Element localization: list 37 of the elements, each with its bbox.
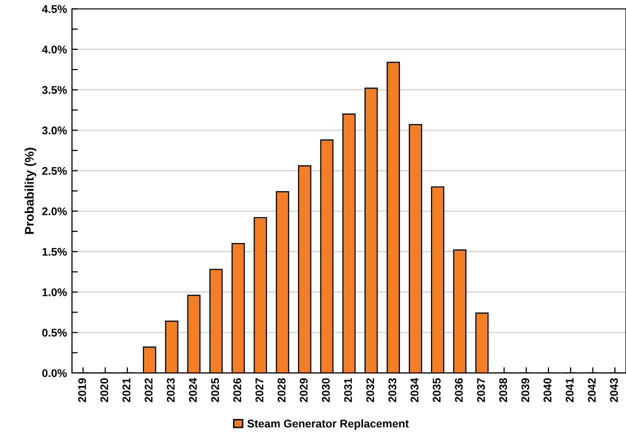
x-tick-label: 2043 <box>610 378 618 402</box>
y-tick-label: 4.0% <box>42 46 67 54</box>
x-tick-label: 2028 <box>278 378 286 402</box>
x-tick-label: 2027 <box>255 378 264 402</box>
x-tick-label: 2034 <box>410 378 418 402</box>
x-tick-label: 2023 <box>166 378 175 402</box>
x-tick-label: 2037 <box>477 378 485 402</box>
x-tick-label: 2020 <box>100 378 108 402</box>
y-tick-label: 0.0% <box>42 369 67 378</box>
x-tick-label: 2019 <box>78 378 86 402</box>
x-tick-label: 2039 <box>521 378 530 402</box>
y-axis-title: Probability (%) <box>24 148 36 234</box>
x-tick-label: 2024 <box>188 378 197 402</box>
x-tick-label: 2026 <box>233 378 242 402</box>
x-tick-label: 2040 <box>544 378 552 402</box>
y-tick-label: 3.5% <box>42 86 67 94</box>
y-tick-label: 4.5% <box>42 5 67 14</box>
x-tick-label: 2036 <box>454 378 463 402</box>
x-tick-label: 2035 <box>432 378 441 402</box>
x-tick-label: 2032 <box>366 378 374 402</box>
x-tick-label: 2038 <box>499 378 508 402</box>
y-tick-label: 2.5% <box>42 166 67 175</box>
x-tick-label: 2042 <box>588 378 596 402</box>
x-tick-label: 2041 <box>566 378 574 402</box>
x-tick-label: 2022 <box>144 378 153 402</box>
legend-label: Steam Generator Replacement <box>247 419 409 430</box>
y-tick-label: 1.5% <box>42 248 67 256</box>
x-tick-label: 2030 <box>322 378 330 402</box>
y-tick-label: 2.0% <box>42 207 67 216</box>
x-tick-label: 2029 <box>300 378 308 402</box>
x-tick-label: 2021 <box>122 378 130 402</box>
y-tick-label: 3.0% <box>42 126 67 134</box>
y-tick-label: 1.0% <box>42 288 67 296</box>
y-tick-label: 0.5% <box>42 328 67 337</box>
x-tick-label: 2031 <box>344 378 352 402</box>
x-tick-label: 2025 <box>211 378 220 402</box>
x-tick-label: 2033 <box>388 378 396 402</box>
